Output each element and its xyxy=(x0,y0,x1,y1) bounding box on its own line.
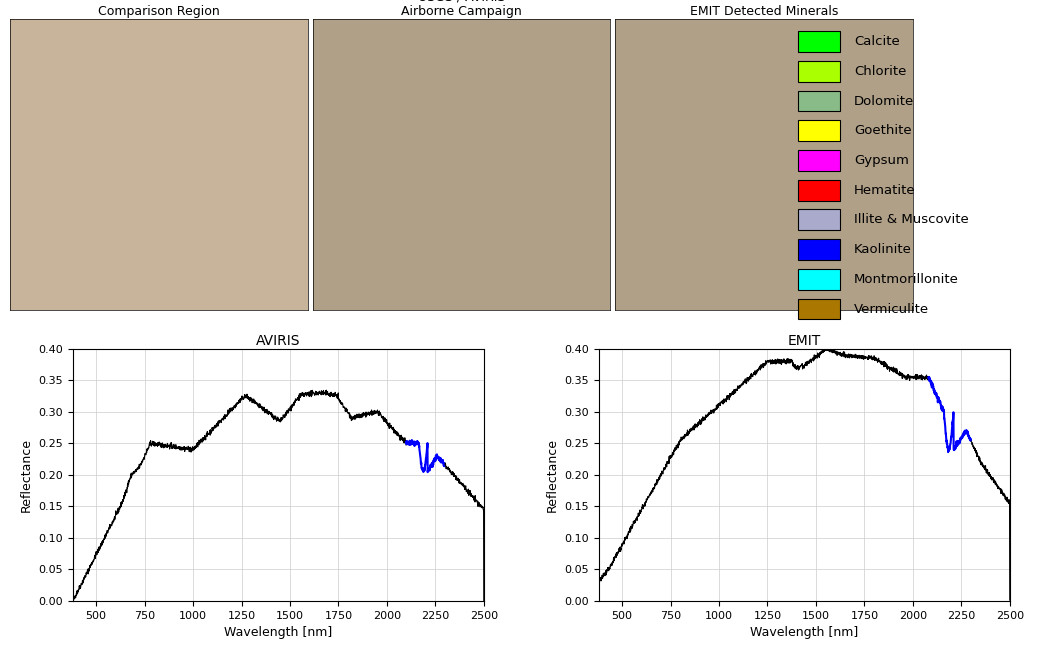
Text: Vermiculite: Vermiculite xyxy=(854,302,930,315)
Title: AVIRIS: AVIRIS xyxy=(256,334,301,348)
Text: Calcite: Calcite xyxy=(854,35,899,48)
Text: Kaolinite: Kaolinite xyxy=(854,243,912,256)
Y-axis label: Reflectance: Reflectance xyxy=(545,438,559,512)
Title: USGS / AVIRIS
Airborne Campaign: USGS / AVIRIS Airborne Campaign xyxy=(401,0,522,18)
Bar xyxy=(797,209,840,230)
Bar xyxy=(797,269,840,289)
Bar xyxy=(797,239,840,260)
Text: Dolomite: Dolomite xyxy=(854,94,914,107)
Text: Hematite: Hematite xyxy=(854,183,916,196)
Bar xyxy=(797,180,840,200)
Text: Illite & Muscovite: Illite & Muscovite xyxy=(854,213,969,226)
Bar xyxy=(797,61,840,81)
Title: Comparison Region: Comparison Region xyxy=(98,5,220,18)
Bar xyxy=(797,150,840,171)
Title: EMIT Detected Minerals: EMIT Detected Minerals xyxy=(690,5,838,18)
X-axis label: Wavelength [nm]: Wavelength [nm] xyxy=(751,626,859,639)
Text: Goethite: Goethite xyxy=(854,124,912,137)
Bar xyxy=(797,90,840,111)
Title: EMIT: EMIT xyxy=(788,334,821,348)
Text: Montmorillonite: Montmorillonite xyxy=(854,273,959,286)
Bar xyxy=(797,120,840,141)
Bar xyxy=(797,298,840,319)
X-axis label: Wavelength [nm]: Wavelength [nm] xyxy=(224,626,332,639)
Text: Chlorite: Chlorite xyxy=(854,65,907,78)
Text: Gypsum: Gypsum xyxy=(854,154,909,167)
Y-axis label: Reflectance: Reflectance xyxy=(20,438,33,512)
Bar xyxy=(797,31,840,52)
